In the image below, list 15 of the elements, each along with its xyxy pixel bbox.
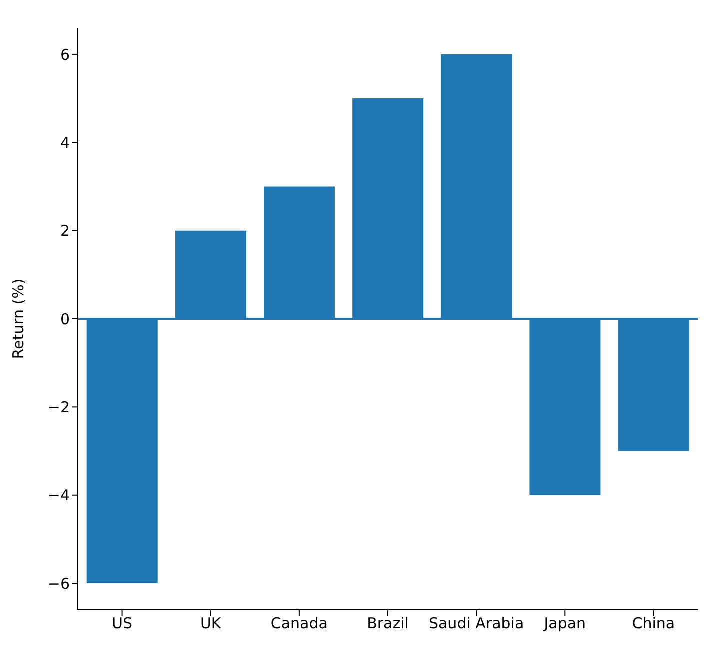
- y-tick-label: −4: [48, 486, 70, 505]
- y-tick-label: −2: [48, 398, 70, 417]
- y-tick-label: −6: [48, 574, 70, 593]
- x-tick-label: China: [632, 614, 676, 633]
- x-tick-label: Brazil: [367, 614, 409, 633]
- x-tick-label: UK: [200, 614, 222, 633]
- x-tick-label: Japan: [543, 614, 586, 633]
- x-tick-label: US: [112, 614, 133, 633]
- y-tick-label: 4: [60, 134, 70, 152]
- x-tick-label: Saudi Arabia: [428, 614, 524, 633]
- y-tick-label: 0: [60, 310, 70, 328]
- y-axis-title: Return (%): [9, 278, 28, 360]
- y-tick-label: 6: [60, 46, 70, 64]
- y-tick-label: 2: [60, 222, 70, 240]
- x-tick-label: Canada: [270, 614, 328, 633]
